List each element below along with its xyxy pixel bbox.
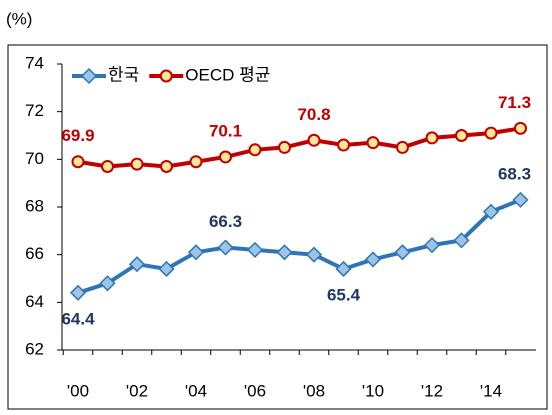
marker [455,129,468,142]
y-tick-label: 74 [25,53,44,72]
marker [514,121,527,135]
x-tick-label: '06 [244,381,266,400]
marker [217,239,234,256]
marker [80,67,98,85]
marker [101,159,114,173]
frame [7,44,548,410]
marker [187,244,205,261]
marker [278,140,291,154]
marker [337,138,350,152]
marker [307,133,321,147]
marker [248,143,262,157]
y-tick-label: 66 [25,244,44,263]
marker [276,244,293,261]
marker [128,256,146,273]
x-tick-label: '10 [362,381,384,400]
marker [159,69,173,83]
marker [394,244,411,261]
data-label: 70.8 [297,105,330,124]
data-label: 70.1 [209,121,242,140]
series-line [77,126,521,169]
marker [71,155,85,169]
marker [366,136,380,150]
data-label: 65.4 [327,285,361,304]
marker [453,232,470,249]
marker [160,159,173,173]
marker [99,275,116,292]
data-label: 66.3 [209,212,242,231]
marker [484,126,498,140]
x-tick-label: '04 [185,381,207,400]
legend-label: 한국 [108,65,139,84]
marker [423,237,441,254]
y-tick-label: 68 [25,196,44,215]
marker [219,150,232,164]
marker [305,246,323,263]
y-tick-label: 62 [25,339,44,358]
y-axis-label: (%) [6,9,32,28]
marker [246,241,264,258]
marker [425,131,439,145]
y-tick-label: 64 [25,292,44,311]
x-tick-label: '00 [67,381,89,400]
data-label: 64.4 [61,309,95,328]
marker [396,140,409,154]
marker [189,155,203,169]
marker [335,260,352,278]
data-label: 68.3 [498,164,531,183]
marker [69,284,87,301]
y-tick-label: 70 [25,149,44,168]
y-tick-label: 72 [25,101,44,120]
marker [364,251,382,268]
marker [130,157,144,171]
x-tick-label: '14 [480,381,502,400]
legend-label: OECD 평균 [185,65,270,84]
x-tick-label: '02 [126,381,148,400]
marker [512,191,529,208]
marker [482,203,500,220]
marker [158,260,175,278]
series-line [77,197,522,295]
x-tick-label: '12 [421,381,443,400]
x-tick-label: '08 [303,381,325,400]
data-label: 71.3 [498,93,531,112]
data-label: 69.9 [61,126,94,145]
